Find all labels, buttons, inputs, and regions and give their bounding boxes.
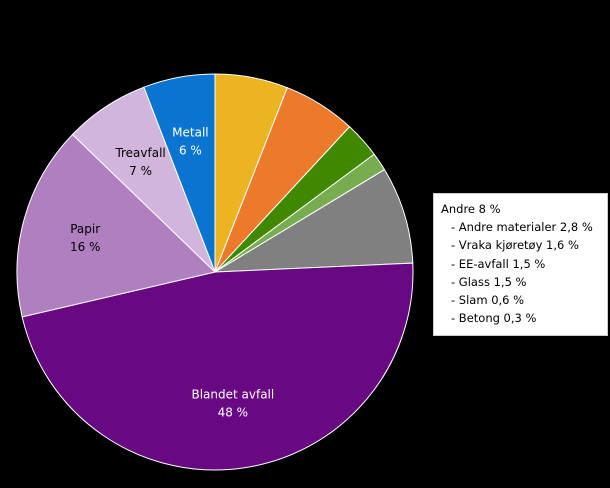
andre-breakdown-legend: Andre 8 % - Andre materialer 2,8 % - Vra… xyxy=(433,193,608,336)
legend-item: - Glass 1,5 % xyxy=(451,274,527,289)
slice-label: Blandet avfall xyxy=(191,387,274,401)
legend-title: Andre 8 % xyxy=(441,202,501,216)
slice-value: 7 % xyxy=(129,164,152,178)
legend-item: - Andre materialer 2,8 % xyxy=(451,220,593,235)
pie-slice-metall xyxy=(143,73,216,273)
legend-item: - Vraka kjøretøy 1,6 % xyxy=(451,238,579,253)
legend-item: - EE-avfall 1,5 % xyxy=(451,256,546,271)
legend-item: - Slam 0,6 % xyxy=(451,293,525,308)
slice-value: 6 % xyxy=(179,144,202,158)
slice-label: Treavfall xyxy=(114,146,165,160)
slice-label: Papir xyxy=(70,222,100,236)
slice-value: 48 % xyxy=(218,405,249,419)
slice-value: 16 % xyxy=(70,240,101,254)
pie-slice-blandet-avfall xyxy=(21,262,414,471)
slice-label: Metall xyxy=(172,126,208,140)
pie-slice-papir xyxy=(16,133,217,318)
legend-item: - Betong 0,3 % xyxy=(451,311,537,326)
pie-slice-andre xyxy=(214,168,414,273)
